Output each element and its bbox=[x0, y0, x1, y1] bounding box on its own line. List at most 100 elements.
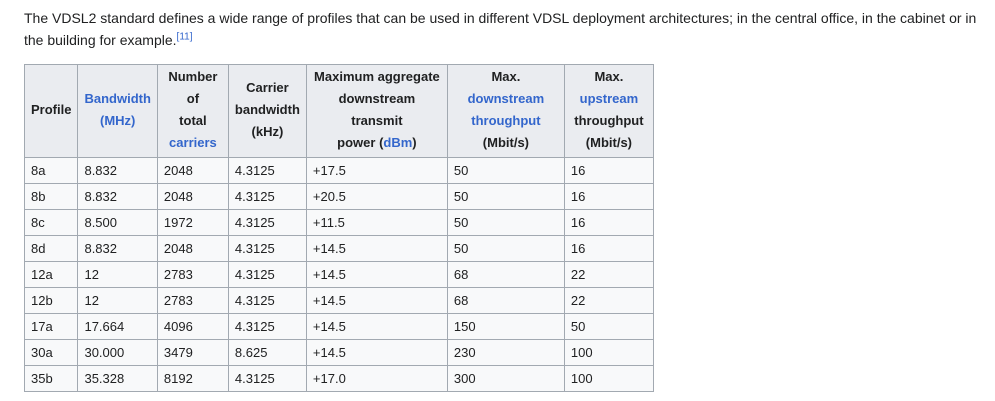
mhz-link[interactable]: (MHz) bbox=[99, 113, 136, 128]
cell-downstream: 150 bbox=[446, 313, 565, 340]
table-row: 30a 30.000 3479 8.625 +14.5 230 100 bbox=[23, 339, 654, 366]
cell-bandwidth: 12 bbox=[77, 261, 158, 288]
header-power-prefix: power ( bbox=[337, 135, 384, 150]
cell-bandwidth: 30.000 bbox=[77, 339, 158, 366]
cell-upstream: 50 bbox=[563, 313, 654, 340]
cell-power: +20.5 bbox=[305, 183, 448, 210]
cell-carrier-bandwidth: 4.3125 bbox=[227, 287, 307, 314]
bandwidth-link[interactable]: Bandwidth bbox=[84, 91, 151, 106]
cell-bandwidth: 35.328 bbox=[77, 365, 158, 392]
cell-downstream: 50 bbox=[446, 183, 565, 210]
cell-carrier-bandwidth: 4.3125 bbox=[227, 313, 307, 340]
cell-profile: 17a bbox=[23, 313, 79, 340]
header-carriers-line1: Number of bbox=[168, 69, 218, 106]
cell-carriers: 4096 bbox=[156, 313, 229, 340]
cell-power: +17.0 bbox=[305, 365, 448, 392]
intro-paragraph: The VDSL2 standard defines a wide range … bbox=[24, 7, 986, 51]
header-carrier-bw-unit: (kHz) bbox=[251, 124, 284, 139]
cell-upstream: 16 bbox=[563, 183, 654, 210]
cell-bandwidth: 8.832 bbox=[77, 183, 158, 210]
table-row: 8b 8.832 2048 4.3125 +20.5 50 16 bbox=[23, 183, 654, 210]
header-carrier-bw-line2: bandwidth bbox=[234, 102, 300, 117]
header-power-line1: Maximum aggregate bbox=[314, 69, 440, 84]
cell-power: +14.5 bbox=[305, 339, 448, 366]
cell-carriers: 2048 bbox=[156, 183, 229, 210]
cell-profile: 12a bbox=[23, 261, 79, 288]
dbm-link[interactable]: dBm bbox=[383, 135, 413, 150]
carriers-link[interactable]: carriers bbox=[169, 135, 217, 150]
vdsl2-profiles-table: Profile Bandwidth (MHz) Number of total … bbox=[23, 64, 654, 392]
cell-upstream: 16 bbox=[563, 209, 654, 236]
cell-downstream: 50 bbox=[446, 157, 565, 184]
cell-upstream: 16 bbox=[563, 235, 654, 262]
table-row: 35b 35.328 8192 4.3125 +17.0 300 100 bbox=[23, 365, 654, 392]
cell-upstream: 100 bbox=[563, 365, 654, 392]
table-header-row: Profile Bandwidth (MHz) Number of total … bbox=[23, 64, 654, 158]
header-carrier-bw-line1: Carrier bbox=[246, 80, 289, 95]
cell-carrier-bandwidth: 4.3125 bbox=[227, 209, 307, 236]
header-power-line2: downstream transmit bbox=[338, 91, 416, 128]
table-body: 8a 8.832 2048 4.3125 +17.5 50 16 8b 8.83… bbox=[23, 157, 654, 392]
header-up-prefix: Max. bbox=[594, 69, 624, 84]
header-profile: Profile bbox=[23, 64, 79, 158]
cell-power: +14.5 bbox=[305, 287, 448, 314]
citation-link[interactable]: [11] bbox=[176, 31, 193, 43]
cell-power: +14.5 bbox=[305, 313, 448, 340]
cell-profile: 12b bbox=[23, 287, 79, 314]
cell-bandwidth: 8.832 bbox=[77, 235, 158, 262]
cell-carriers: 3479 bbox=[156, 339, 229, 366]
header-bandwidth: Bandwidth (MHz) bbox=[77, 64, 158, 158]
header-down-unit: (Mbit/s) bbox=[482, 135, 530, 150]
cell-profile: 8a bbox=[23, 157, 79, 184]
cell-bandwidth: 17.664 bbox=[77, 313, 158, 340]
upstream-link[interactable]: upstream bbox=[579, 91, 639, 106]
header-down-prefix: Max. bbox=[491, 69, 521, 84]
cell-profile: 30a bbox=[23, 339, 79, 366]
cell-profile: 8c bbox=[23, 209, 79, 236]
cell-power: +14.5 bbox=[305, 235, 448, 262]
cell-carrier-bandwidth: 8.625 bbox=[227, 339, 307, 366]
cell-bandwidth: 12 bbox=[77, 287, 158, 314]
header-max-upstream: Max. upstream throughput (Mbit/s) bbox=[563, 64, 654, 158]
downstream-link[interactable]: downstream bbox=[467, 91, 545, 106]
cell-carriers: 2783 bbox=[156, 287, 229, 314]
header-up-unit: (Mbit/s) bbox=[585, 135, 633, 150]
cell-power: +14.5 bbox=[305, 261, 448, 288]
cell-profile: 8d bbox=[23, 235, 79, 262]
throughput-link[interactable]: throughput bbox=[471, 113, 541, 128]
table-row: 8d 8.832 2048 4.3125 +14.5 50 16 bbox=[23, 235, 654, 262]
header-carriers-line2: total bbox=[179, 113, 207, 128]
cell-carrier-bandwidth: 4.3125 bbox=[227, 235, 307, 262]
cell-power: +11.5 bbox=[305, 209, 448, 236]
cell-carrier-bandwidth: 4.3125 bbox=[227, 183, 307, 210]
cell-carrier-bandwidth: 4.3125 bbox=[227, 157, 307, 184]
cell-upstream: 22 bbox=[563, 287, 654, 314]
header-max-downstream: Max. downstream throughput (Mbit/s) bbox=[446, 64, 565, 158]
cell-profile: 35b bbox=[23, 365, 79, 392]
cell-carriers: 2048 bbox=[156, 235, 229, 262]
cell-downstream: 230 bbox=[446, 339, 565, 366]
cell-upstream: 16 bbox=[563, 157, 654, 184]
cell-downstream: 68 bbox=[446, 261, 565, 288]
header-max-power: Maximum aggregate downstream transmit po… bbox=[305, 64, 448, 158]
cell-downstream: 50 bbox=[446, 235, 565, 262]
cell-power: +17.5 bbox=[305, 157, 448, 184]
cell-carriers: 2783 bbox=[156, 261, 229, 288]
header-profile-label: Profile bbox=[31, 102, 72, 117]
table-row: 17a 17.664 4096 4.3125 +14.5 150 50 bbox=[23, 313, 654, 340]
cell-upstream: 22 bbox=[563, 261, 654, 288]
header-carriers: Number of total carriers bbox=[156, 64, 229, 158]
header-power-suffix: ) bbox=[412, 135, 417, 150]
cell-carrier-bandwidth: 4.3125 bbox=[227, 365, 307, 392]
cell-carriers: 1972 bbox=[156, 209, 229, 236]
intro-text: The VDSL2 standard defines a wide range … bbox=[24, 10, 977, 48]
table-row: 8a 8.832 2048 4.3125 +17.5 50 16 bbox=[23, 157, 654, 184]
cell-carrier-bandwidth: 4.3125 bbox=[227, 261, 307, 288]
cell-bandwidth: 8.500 bbox=[77, 209, 158, 236]
cell-bandwidth: 8.832 bbox=[77, 157, 158, 184]
cell-downstream: 50 bbox=[446, 209, 565, 236]
table-row: 12a 12 2783 4.3125 +14.5 68 22 bbox=[23, 261, 654, 288]
cell-downstream: 300 bbox=[446, 365, 565, 392]
cell-upstream: 100 bbox=[563, 339, 654, 366]
table-row: 8c 8.500 1972 4.3125 +11.5 50 16 bbox=[23, 209, 654, 236]
